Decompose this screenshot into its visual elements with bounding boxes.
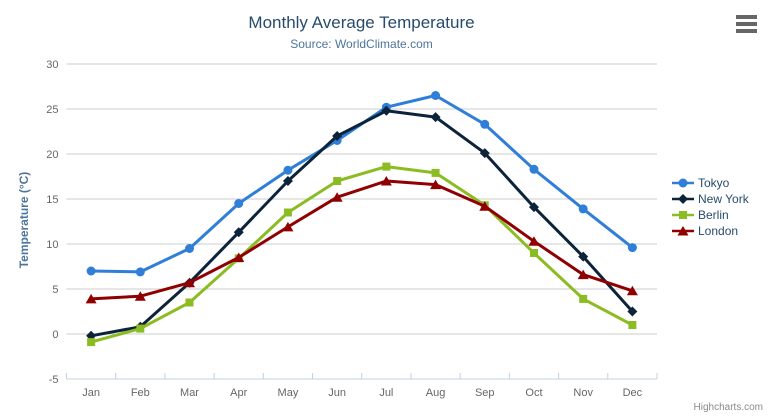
menu-bar — [736, 22, 757, 26]
data-point[interactable] — [528, 202, 539, 213]
data-point[interactable] — [577, 269, 589, 280]
x-axis-tick-label: Aug — [426, 387, 446, 399]
x-axis-tick-label: Nov — [573, 387, 593, 399]
data-point[interactable] — [136, 324, 145, 333]
legend-marker — [677, 226, 689, 236]
data-point[interactable] — [134, 291, 146, 301]
data-point[interactable] — [528, 236, 540, 246]
data-point[interactable] — [627, 243, 637, 253]
y-axis-tick-label: 25 — [46, 104, 58, 116]
data-point[interactable] — [332, 131, 343, 141]
y-axis-tick-label: 0 — [52, 329, 58, 341]
data-point[interactable] — [282, 221, 294, 232]
data-point[interactable] — [479, 148, 490, 159]
y-axis-tick-label: 15 — [46, 194, 58, 206]
y-axis-title: Temperature (°C) — [17, 171, 31, 269]
data-point[interactable] — [430, 112, 441, 123]
data-point[interactable] — [184, 277, 196, 288]
series-line-new-york — [89, 109, 634, 338]
x-axis-tick-label: Dec — [623, 387, 643, 399]
triangle-marker-icon — [672, 226, 694, 236]
data-point[interactable] — [480, 119, 490, 129]
data-point[interactable] — [626, 285, 638, 296]
data-point[interactable] — [578, 204, 588, 214]
legend-label: Tokyo — [698, 176, 730, 190]
data-point[interactable] — [529, 249, 538, 257]
y-axis-tick-label: -5 — [49, 374, 59, 386]
data-point[interactable] — [282, 176, 293, 186]
chart-title: Monthly Average Temperature — [248, 13, 475, 32]
x-axis-tick-label: Jul — [379, 387, 393, 399]
data-point[interactable] — [86, 266, 96, 276]
data-point[interactable] — [283, 165, 293, 175]
data-point[interactable] — [529, 164, 539, 174]
data-point[interactable] — [135, 267, 145, 277]
data-point[interactable] — [331, 192, 343, 202]
series-line-berlin — [89, 165, 634, 344]
y-axis-tick-label: 20 — [46, 149, 58, 161]
menu-bar — [736, 15, 757, 19]
hamburger-menu-icon[interactable] — [735, 14, 758, 34]
legend-label: London — [698, 224, 739, 238]
chart-subtitle: Source: WorldClimate.com — [290, 37, 433, 51]
x-axis-tick-label: Jan — [82, 387, 100, 399]
menu-bar — [736, 29, 757, 33]
data-point[interactable] — [87, 338, 96, 347]
data-point[interactable] — [431, 91, 441, 100]
data-point[interactable] — [579, 294, 588, 303]
credits-link[interactable]: Highcharts.com — [693, 402, 763, 413]
x-axis-tick-label: Jun — [328, 387, 346, 399]
y-axis-tick-label: 30 — [46, 59, 58, 71]
legend-item-new-york[interactable]: New York — [672, 191, 749, 207]
data-point[interactable] — [381, 105, 392, 116]
data-point[interactable] — [628, 321, 637, 329]
data-point[interactable] — [233, 227, 244, 238]
data-point[interactable] — [578, 251, 589, 262]
y-axis-tick-label: 5 — [52, 284, 58, 296]
legend: Tokyo New York Berlin London — [672, 175, 749, 239]
diamond-marker-icon — [672, 194, 694, 204]
data-point[interactable] — [431, 168, 440, 177]
series-line-london — [89, 179, 634, 301]
square-marker-icon — [672, 211, 694, 219]
data-point[interactable] — [234, 199, 244, 208]
legend-marker — [678, 178, 688, 188]
data-point[interactable] — [382, 162, 391, 171]
data-point[interactable] — [627, 306, 638, 317]
x-axis-tick-label: Sep — [475, 387, 495, 399]
data-point[interactable] — [283, 208, 292, 217]
legend-label: New York — [698, 192, 749, 206]
x-axis-tick-label: Apr — [230, 387, 247, 399]
x-axis-tick-label: May — [278, 387, 299, 399]
circle-marker-icon — [672, 178, 694, 188]
data-point[interactable] — [430, 179, 442, 190]
legend-item-berlin[interactable]: Berlin — [672, 207, 749, 223]
x-axis-tick-label: Mar — [180, 387, 199, 399]
data-point[interactable] — [479, 201, 491, 211]
data-point[interactable] — [85, 293, 97, 304]
legend-marker — [678, 194, 688, 204]
legend-label: Berlin — [698, 208, 729, 222]
x-axis-tick-label: Feb — [131, 387, 150, 399]
data-point[interactable] — [185, 244, 195, 253]
data-point[interactable] — [380, 176, 392, 186]
y-axis-tick-label: 10 — [46, 239, 58, 251]
x-axis-tick-label: Oct — [525, 387, 542, 399]
data-point[interactable] — [185, 298, 194, 307]
legend-item-tokyo[interactable]: Tokyo — [672, 175, 749, 191]
data-point[interactable] — [233, 252, 245, 263]
legend-item-london[interactable]: London — [672, 223, 749, 239]
legend-marker — [679, 211, 687, 219]
data-point[interactable] — [333, 177, 342, 185]
